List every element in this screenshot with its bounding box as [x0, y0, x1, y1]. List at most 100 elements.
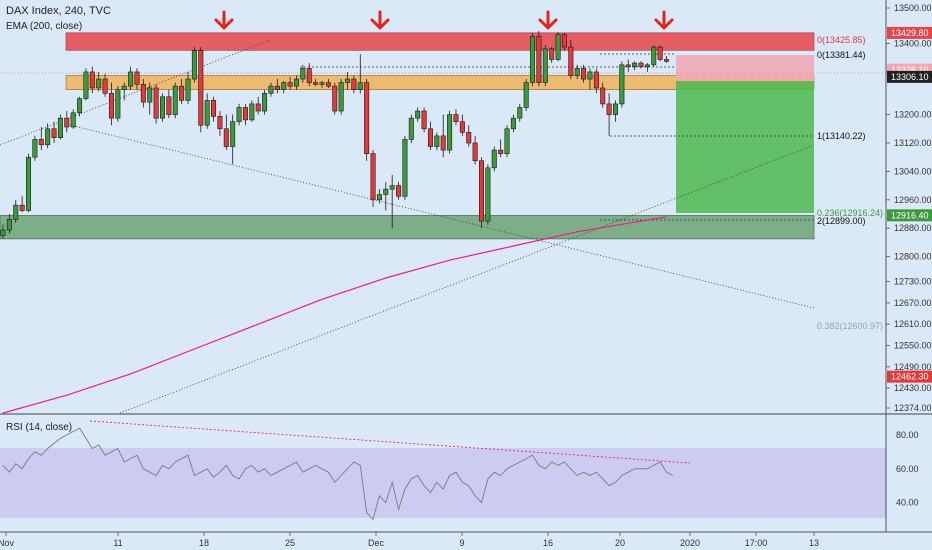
time-tick-label: 9: [459, 538, 464, 548]
candle-body: [293, 78, 299, 87]
price-tick-label: 13040.00: [894, 166, 932, 176]
candle-body: [345, 78, 351, 83]
candle-body: [13, 204, 19, 220]
candle-body: [108, 92, 114, 119]
candle-body: [587, 71, 593, 80]
stop-zone: [676, 55, 814, 81]
time-axis: Nov 11 18 25 Dec 9 16 20 2020 17:00 13: [0, 532, 819, 548]
price-tick-label: 12800.00: [894, 252, 932, 262]
candle-body: [128, 71, 134, 87]
target-zone: [676, 81, 814, 213]
candle-body: [612, 103, 618, 115]
time-tick-label: 17:00: [745, 538, 768, 548]
candle-body: [204, 100, 210, 126]
price-tag-box: [887, 370, 932, 383]
candle-body: [134, 71, 140, 85]
candle-body: [530, 36, 536, 83]
candle-body: [376, 194, 382, 201]
candles-layer: [0, 31, 670, 239]
fib-0-label: 0(13425.85): [817, 35, 866, 45]
price-tag-label: 12916.40: [891, 210, 929, 220]
candle-body: [64, 117, 70, 128]
candle-body: [408, 117, 414, 140]
candle-body: [223, 128, 229, 147]
candle-body: [453, 114, 459, 122]
candle-body: [555, 34, 561, 60]
candle-body: [179, 85, 185, 101]
candle-body: [510, 117, 516, 130]
candle-body: [57, 117, 63, 138]
candle-body: [364, 82, 370, 154]
resistance-zone: [65, 32, 815, 51]
price-tick-label: 12670.00: [894, 298, 932, 308]
price-tick-label: 12610.00: [894, 319, 932, 329]
price-tag-box: [887, 70, 932, 83]
rsi-divergence-line: [89, 420, 691, 464]
candle-body: [160, 96, 166, 119]
price-tick-label: 13400.00: [894, 39, 932, 49]
candle-body: [568, 46, 574, 76]
candle-body: [447, 114, 453, 151]
time-tick-label: 25: [285, 538, 295, 548]
candle-body: [472, 142, 478, 162]
arrow-markers: [214, 10, 674, 30]
candle-body: [549, 48, 555, 60]
candle-body: [383, 188, 389, 195]
price-tick-label: 13120.00: [894, 138, 932, 148]
price-tag-box: [887, 26, 932, 39]
candle-body: [6, 219, 12, 231]
level-1-label: 1(13140.22): [817, 131, 866, 141]
candle-body: [166, 96, 172, 115]
candle-body: [147, 87, 153, 103]
candle-body: [593, 71, 599, 89]
level-0-label: 0(13381.44): [817, 50, 866, 60]
down-arrow-icon: [370, 10, 390, 30]
candle-body: [421, 110, 427, 130]
candle-body: [313, 82, 319, 85]
ema-200-line: [2, 216, 667, 414]
support-zone: [0, 215, 815, 240]
candle-body: [351, 78, 357, 91]
candle-body: [45, 128, 51, 146]
candle-body: [536, 36, 542, 83]
candle-body: [517, 107, 523, 119]
candle-body: [172, 85, 178, 115]
rsi-tick-label: 60.00: [896, 464, 919, 474]
candle-body: [255, 103, 261, 112]
candle-body: [574, 68, 580, 76]
candle-body: [236, 107, 242, 122]
candle-body: [332, 85, 338, 112]
price-tag-box: [887, 209, 932, 222]
candle-body: [306, 68, 312, 83]
candle-body: [542, 48, 548, 83]
down-arrow-icon: [654, 10, 674, 30]
candle-body: [89, 71, 95, 89]
candle-body: [619, 64, 625, 105]
candle-body: [415, 110, 421, 119]
candle-body: [632, 62, 638, 67]
candle-body: [185, 78, 191, 101]
price-tag-label: 13306.10: [891, 72, 929, 82]
price-tick-label: 12490.00: [894, 362, 932, 372]
candle-body: [338, 82, 344, 112]
candle-body: [140, 84, 146, 103]
candle-body: [274, 85, 280, 91]
candle-body: [561, 34, 567, 48]
time-tick-label: 18: [199, 538, 209, 548]
ema-legend: EMA (200, close): [6, 21, 82, 32]
candle-body: [0, 229, 6, 236]
time-tick-label: 11: [113, 538, 122, 548]
candle-body: [19, 204, 25, 211]
candle-body: [319, 82, 325, 85]
fib-0382-label: 0.382(12600.97): [817, 321, 883, 331]
candle-body: [51, 128, 57, 138]
candle-body: [491, 149, 497, 169]
candle-body: [217, 116, 223, 130]
price-tick-label: 12730.00: [894, 277, 932, 287]
candle-body: [300, 68, 306, 80]
candle-body: [26, 156, 32, 211]
candle-body: [504, 128, 510, 154]
candle-body: [287, 82, 293, 87]
candle-body: [523, 82, 529, 108]
